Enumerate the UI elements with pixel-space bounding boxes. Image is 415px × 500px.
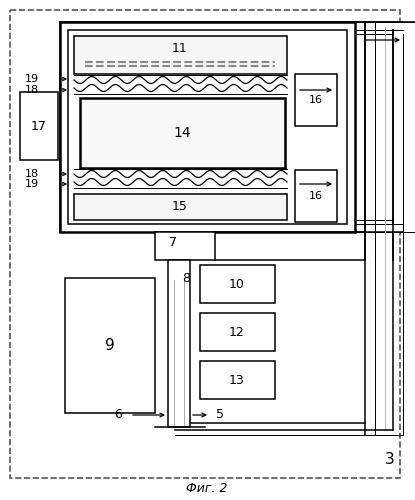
- Bar: [68, 30, 347, 224]
- Text: 11: 11: [172, 42, 188, 54]
- Bar: [155, 232, 215, 260]
- Text: 8: 8: [182, 272, 190, 284]
- Bar: [60, 22, 415, 232]
- Bar: [74, 194, 287, 220]
- Text: 3: 3: [385, 452, 395, 468]
- Text: 14: 14: [173, 126, 191, 140]
- Bar: [295, 74, 337, 126]
- Bar: [60, 22, 415, 232]
- Text: 18: 18: [25, 169, 39, 179]
- Text: Фиг. 2: Фиг. 2: [186, 482, 228, 494]
- Text: 15: 15: [172, 200, 188, 213]
- Bar: [20, 92, 58, 160]
- Bar: [80, 98, 285, 168]
- Text: 6: 6: [114, 408, 122, 422]
- Bar: [74, 36, 287, 74]
- Bar: [200, 313, 275, 351]
- Bar: [168, 260, 190, 427]
- Text: 13: 13: [229, 374, 245, 386]
- Bar: [200, 265, 275, 303]
- Text: 5: 5: [216, 408, 224, 422]
- Text: 18: 18: [25, 85, 39, 95]
- Text: 19: 19: [25, 74, 39, 84]
- Text: 17: 17: [31, 120, 47, 132]
- Text: 10: 10: [229, 278, 245, 290]
- Bar: [295, 170, 337, 222]
- Text: 19: 19: [25, 179, 39, 189]
- Text: 16: 16: [309, 191, 323, 201]
- Text: 7: 7: [169, 236, 177, 248]
- Bar: [200, 361, 275, 399]
- Bar: [65, 278, 155, 413]
- Text: 16: 16: [309, 95, 323, 105]
- Bar: [60, 22, 355, 232]
- Text: 9: 9: [105, 338, 115, 352]
- Text: 12: 12: [229, 326, 245, 338]
